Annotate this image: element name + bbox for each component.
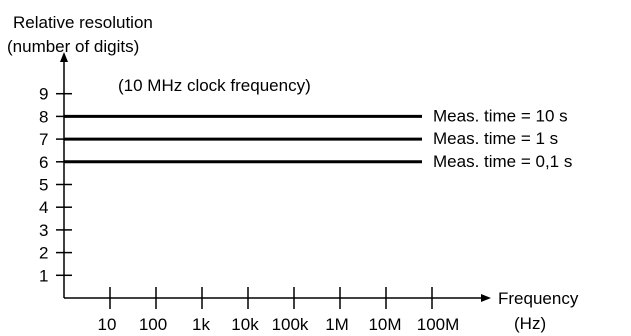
x-tick-label-100: 100: [139, 315, 167, 334]
series-label-2: Meas. time = 1 s: [433, 129, 558, 148]
y-tick-label-4: 4: [39, 198, 48, 217]
y-tick-label-1: 1: [39, 266, 48, 285]
series-label-1: Meas. time = 10 s: [433, 106, 568, 125]
x-tick-label-1k: 1k: [192, 315, 210, 334]
y-tick-label-2: 2: [39, 244, 48, 263]
x-axis-label-line2: (Hz): [514, 314, 546, 333]
x-tick-label-1M: 1M: [325, 315, 349, 334]
x-tick-label-10: 10: [98, 315, 117, 334]
x-tick-label-100k: 100k: [272, 315, 309, 334]
y-axis-label-line1: Relative resolution: [13, 13, 153, 32]
y-axis-label-line2: (number of digits): [7, 37, 139, 56]
y-tick-label-7: 7: [39, 130, 48, 149]
y-tick-label-8: 8: [39, 107, 48, 126]
y-tick-label-6: 6: [39, 153, 48, 172]
x-tick-label-100M: 100M: [417, 315, 460, 334]
y-tick-label-5: 5: [39, 176, 48, 195]
y-tick-label-9: 9: [39, 85, 48, 104]
x-axis-arrow-icon: [481, 294, 491, 302]
y-axis-arrow-icon: [60, 52, 68, 62]
y-tick-label-3: 3: [39, 221, 48, 240]
x-tick-label-10M: 10M: [368, 315, 401, 334]
clock-frequency-annotation: (10 MHz clock frequency): [118, 76, 311, 95]
x-axis-label-line1: Frequency: [498, 289, 579, 308]
x-tick-label-10k: 10k: [231, 315, 259, 334]
series-label-3: Meas. time = 0,1 s: [433, 152, 572, 171]
